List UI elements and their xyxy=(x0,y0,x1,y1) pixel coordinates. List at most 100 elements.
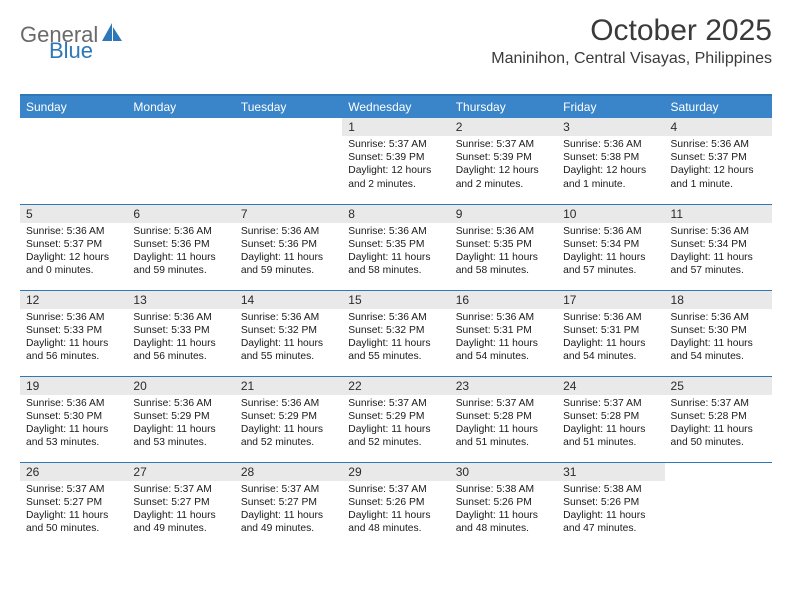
day-number: 30 xyxy=(450,463,557,481)
calendar-cell: 2Sunrise: 5:37 AMSunset: 5:39 PMDaylight… xyxy=(450,118,557,204)
day-details xyxy=(665,481,772,487)
day-details: Sunrise: 5:36 AMSunset: 5:35 PMDaylight:… xyxy=(450,223,557,282)
day-number: 22 xyxy=(342,377,449,395)
day-details xyxy=(127,136,234,142)
day-details: Sunrise: 5:36 AMSunset: 5:31 PMDaylight:… xyxy=(557,309,664,368)
day-details: Sunrise: 5:36 AMSunset: 5:34 PMDaylight:… xyxy=(557,223,664,282)
weekday-header: Sunday xyxy=(20,95,127,118)
calendar-cell xyxy=(665,462,772,548)
calendar-cell: 17Sunrise: 5:36 AMSunset: 5:31 PMDayligh… xyxy=(557,290,664,376)
day-details: Sunrise: 5:36 AMSunset: 5:29 PMDaylight:… xyxy=(235,395,342,454)
logo-text-blue-wrap: Blue xyxy=(50,38,93,64)
weekday-header: Friday xyxy=(557,95,664,118)
calendar-cell xyxy=(20,118,127,204)
day-details: Sunrise: 5:36 AMSunset: 5:37 PMDaylight:… xyxy=(20,223,127,282)
logo-sail-icon xyxy=(102,23,124,48)
day-details: Sunrise: 5:36 AMSunset: 5:37 PMDaylight:… xyxy=(665,136,772,195)
calendar-cell: 24Sunrise: 5:37 AMSunset: 5:28 PMDayligh… xyxy=(557,376,664,462)
calendar-cell: 23Sunrise: 5:37 AMSunset: 5:28 PMDayligh… xyxy=(450,376,557,462)
calendar-cell xyxy=(127,118,234,204)
page: General October 2025 Maninihon, Central … xyxy=(0,0,792,612)
day-details: Sunrise: 5:38 AMSunset: 5:26 PMDaylight:… xyxy=(450,481,557,540)
calendar-cell: 18Sunrise: 5:36 AMSunset: 5:30 PMDayligh… xyxy=(665,290,772,376)
calendar-cell: 30Sunrise: 5:38 AMSunset: 5:26 PMDayligh… xyxy=(450,462,557,548)
day-details: Sunrise: 5:37 AMSunset: 5:28 PMDaylight:… xyxy=(450,395,557,454)
day-number: 10 xyxy=(557,205,664,223)
weekday-header: Monday xyxy=(127,95,234,118)
day-details: Sunrise: 5:37 AMSunset: 5:28 PMDaylight:… xyxy=(665,395,772,454)
day-details: Sunrise: 5:38 AMSunset: 5:26 PMDaylight:… xyxy=(557,481,664,540)
day-number: 5 xyxy=(20,205,127,223)
day-number: 12 xyxy=(20,291,127,309)
day-number: 27 xyxy=(127,463,234,481)
day-number: 4 xyxy=(665,118,772,136)
day-number: 7 xyxy=(235,205,342,223)
day-details: Sunrise: 5:36 AMSunset: 5:33 PMDaylight:… xyxy=(127,309,234,368)
day-details: Sunrise: 5:36 AMSunset: 5:32 PMDaylight:… xyxy=(342,309,449,368)
weekday-header: Saturday xyxy=(665,95,772,118)
calendar-cell: 26Sunrise: 5:37 AMSunset: 5:27 PMDayligh… xyxy=(20,462,127,548)
calendar-cell: 3Sunrise: 5:36 AMSunset: 5:38 PMDaylight… xyxy=(557,118,664,204)
day-number: 15 xyxy=(342,291,449,309)
calendar-cell: 14Sunrise: 5:36 AMSunset: 5:32 PMDayligh… xyxy=(235,290,342,376)
calendar-cell: 13Sunrise: 5:36 AMSunset: 5:33 PMDayligh… xyxy=(127,290,234,376)
calendar-week-row: 5Sunrise: 5:36 AMSunset: 5:37 PMDaylight… xyxy=(20,204,772,290)
weekday-header: Thursday xyxy=(450,95,557,118)
day-number xyxy=(665,463,772,481)
calendar-cell: 5Sunrise: 5:36 AMSunset: 5:37 PMDaylight… xyxy=(20,204,127,290)
day-number: 18 xyxy=(665,291,772,309)
calendar-cell: 12Sunrise: 5:36 AMSunset: 5:33 PMDayligh… xyxy=(20,290,127,376)
day-number: 2 xyxy=(450,118,557,136)
day-details: Sunrise: 5:37 AMSunset: 5:26 PMDaylight:… xyxy=(342,481,449,540)
logo-text-blue: Blue xyxy=(49,38,93,63)
day-number: 26 xyxy=(20,463,127,481)
day-details: Sunrise: 5:37 AMSunset: 5:28 PMDaylight:… xyxy=(557,395,664,454)
day-details: Sunrise: 5:36 AMSunset: 5:35 PMDaylight:… xyxy=(342,223,449,282)
day-number xyxy=(235,118,342,136)
calendar-cell xyxy=(235,118,342,204)
calendar-cell: 16Sunrise: 5:36 AMSunset: 5:31 PMDayligh… xyxy=(450,290,557,376)
day-details: Sunrise: 5:36 AMSunset: 5:31 PMDaylight:… xyxy=(450,309,557,368)
day-number: 11 xyxy=(665,205,772,223)
day-details: Sunrise: 5:37 AMSunset: 5:27 PMDaylight:… xyxy=(127,481,234,540)
calendar-cell: 27Sunrise: 5:37 AMSunset: 5:27 PMDayligh… xyxy=(127,462,234,548)
day-details: Sunrise: 5:36 AMSunset: 5:33 PMDaylight:… xyxy=(20,309,127,368)
day-number: 20 xyxy=(127,377,234,395)
weekday-header-row: Sunday Monday Tuesday Wednesday Thursday… xyxy=(20,95,772,118)
calendar-week-row: 1Sunrise: 5:37 AMSunset: 5:39 PMDaylight… xyxy=(20,118,772,204)
weekday-header: Tuesday xyxy=(235,95,342,118)
calendar-cell: 7Sunrise: 5:36 AMSunset: 5:36 PMDaylight… xyxy=(235,204,342,290)
day-number xyxy=(127,118,234,136)
day-number: 8 xyxy=(342,205,449,223)
day-details: Sunrise: 5:36 AMSunset: 5:30 PMDaylight:… xyxy=(665,309,772,368)
day-number: 19 xyxy=(20,377,127,395)
calendar-cell: 31Sunrise: 5:38 AMSunset: 5:26 PMDayligh… xyxy=(557,462,664,548)
day-details: Sunrise: 5:36 AMSunset: 5:30 PMDaylight:… xyxy=(20,395,127,454)
day-number: 1 xyxy=(342,118,449,136)
calendar-cell: 4Sunrise: 5:36 AMSunset: 5:37 PMDaylight… xyxy=(665,118,772,204)
day-number: 16 xyxy=(450,291,557,309)
calendar-week-row: 12Sunrise: 5:36 AMSunset: 5:33 PMDayligh… xyxy=(20,290,772,376)
day-details: Sunrise: 5:37 AMSunset: 5:27 PMDaylight:… xyxy=(20,481,127,540)
day-details: Sunrise: 5:37 AMSunset: 5:27 PMDaylight:… xyxy=(235,481,342,540)
day-number: 25 xyxy=(665,377,772,395)
day-details: Sunrise: 5:36 AMSunset: 5:38 PMDaylight:… xyxy=(557,136,664,195)
day-number: 3 xyxy=(557,118,664,136)
day-number: 6 xyxy=(127,205,234,223)
day-number: 28 xyxy=(235,463,342,481)
calendar-cell: 8Sunrise: 5:36 AMSunset: 5:35 PMDaylight… xyxy=(342,204,449,290)
calendar-cell: 20Sunrise: 5:36 AMSunset: 5:29 PMDayligh… xyxy=(127,376,234,462)
page-title: October 2025 xyxy=(491,14,772,48)
location-text: Maninihon, Central Visayas, Philippines xyxy=(491,50,772,68)
day-details: Sunrise: 5:36 AMSunset: 5:36 PMDaylight:… xyxy=(127,223,234,282)
calendar-cell: 6Sunrise: 5:36 AMSunset: 5:36 PMDaylight… xyxy=(127,204,234,290)
calendar-cell: 25Sunrise: 5:37 AMSunset: 5:28 PMDayligh… xyxy=(665,376,772,462)
day-details: Sunrise: 5:37 AMSunset: 5:39 PMDaylight:… xyxy=(450,136,557,195)
calendar-cell: 29Sunrise: 5:37 AMSunset: 5:26 PMDayligh… xyxy=(342,462,449,548)
day-number: 17 xyxy=(557,291,664,309)
day-number: 14 xyxy=(235,291,342,309)
calendar-cell: 19Sunrise: 5:36 AMSunset: 5:30 PMDayligh… xyxy=(20,376,127,462)
day-number: 9 xyxy=(450,205,557,223)
day-details: Sunrise: 5:36 AMSunset: 5:34 PMDaylight:… xyxy=(665,223,772,282)
weekday-header: Wednesday xyxy=(342,95,449,118)
